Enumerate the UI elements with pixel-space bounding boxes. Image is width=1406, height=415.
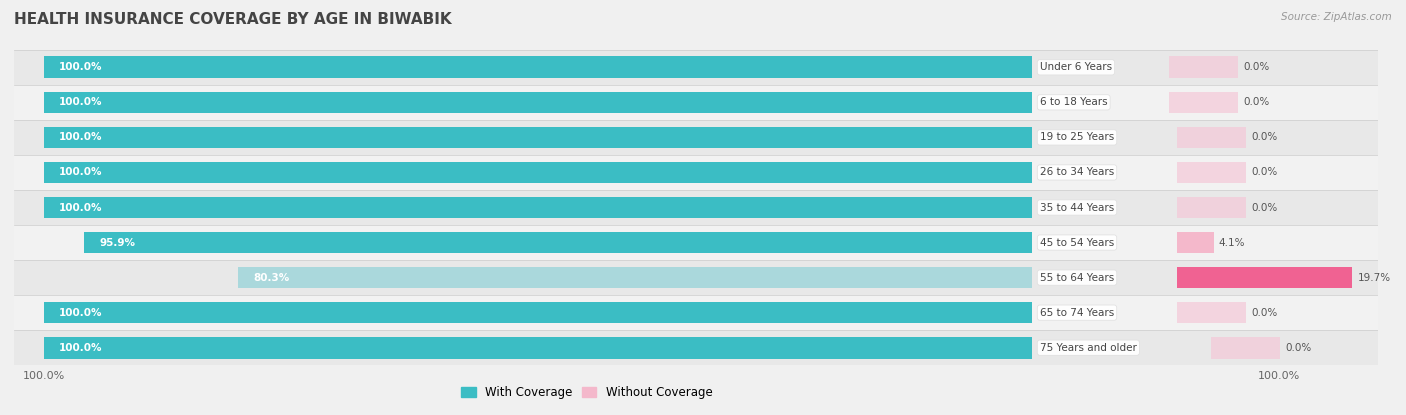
Bar: [14, 155, 1378, 190]
Bar: [1177, 127, 1247, 148]
Text: 0.0%: 0.0%: [1251, 308, 1278, 317]
Text: 55 to 64 Years: 55 to 64 Years: [1040, 273, 1114, 283]
Text: 4.1%: 4.1%: [1219, 237, 1246, 247]
Text: 26 to 34 Years: 26 to 34 Years: [1040, 168, 1114, 178]
Bar: [1177, 161, 1247, 183]
Text: 100.0%: 100.0%: [59, 132, 103, 142]
Text: 0.0%: 0.0%: [1285, 343, 1312, 353]
Text: HEALTH INSURANCE COVERAGE BY AGE IN BIWABIK: HEALTH INSURANCE COVERAGE BY AGE IN BIWA…: [14, 12, 451, 27]
Bar: [14, 330, 1378, 365]
Bar: [1168, 91, 1239, 113]
Bar: [1177, 232, 1213, 254]
Legend: With Coverage, Without Coverage: With Coverage, Without Coverage: [457, 381, 717, 403]
Text: 19 to 25 Years: 19 to 25 Years: [1040, 132, 1114, 142]
Text: 0.0%: 0.0%: [1251, 168, 1278, 178]
Text: 80.3%: 80.3%: [253, 273, 290, 283]
Bar: [44, 337, 1032, 359]
Text: 65 to 74 Years: 65 to 74 Years: [1040, 308, 1114, 317]
Text: 100.0%: 100.0%: [59, 62, 103, 72]
Text: 0.0%: 0.0%: [1243, 98, 1270, 107]
Bar: [14, 295, 1378, 330]
Bar: [1177, 302, 1247, 324]
Bar: [14, 50, 1378, 85]
Bar: [84, 232, 1032, 254]
Text: 35 to 44 Years: 35 to 44 Years: [1040, 203, 1114, 212]
Text: 100.0%: 100.0%: [59, 343, 103, 353]
Text: 100.0%: 100.0%: [59, 308, 103, 317]
Bar: [14, 85, 1378, 120]
Bar: [1168, 56, 1239, 78]
Text: 0.0%: 0.0%: [1251, 132, 1278, 142]
Text: 6 to 18 Years: 6 to 18 Years: [1040, 98, 1108, 107]
Text: 75 Years and older: 75 Years and older: [1040, 343, 1137, 353]
Bar: [1177, 267, 1353, 288]
Bar: [44, 127, 1032, 148]
Text: Under 6 Years: Under 6 Years: [1040, 62, 1112, 72]
Bar: [239, 267, 1032, 288]
Bar: [44, 197, 1032, 218]
Bar: [14, 190, 1378, 225]
Text: 45 to 54 Years: 45 to 54 Years: [1040, 237, 1114, 247]
Bar: [14, 120, 1378, 155]
Bar: [1177, 197, 1247, 218]
Bar: [1211, 337, 1279, 359]
Text: 100.0%: 100.0%: [59, 98, 103, 107]
Bar: [44, 56, 1032, 78]
Bar: [44, 91, 1032, 113]
Text: 100.0%: 100.0%: [59, 203, 103, 212]
Bar: [44, 302, 1032, 324]
Bar: [14, 260, 1378, 295]
Bar: [44, 161, 1032, 183]
Text: 0.0%: 0.0%: [1251, 203, 1278, 212]
Text: 100.0%: 100.0%: [59, 168, 103, 178]
Bar: [14, 225, 1378, 260]
Text: 19.7%: 19.7%: [1357, 273, 1391, 283]
Text: 95.9%: 95.9%: [98, 237, 135, 247]
Text: Source: ZipAtlas.com: Source: ZipAtlas.com: [1281, 12, 1392, 22]
Text: 0.0%: 0.0%: [1243, 62, 1270, 72]
